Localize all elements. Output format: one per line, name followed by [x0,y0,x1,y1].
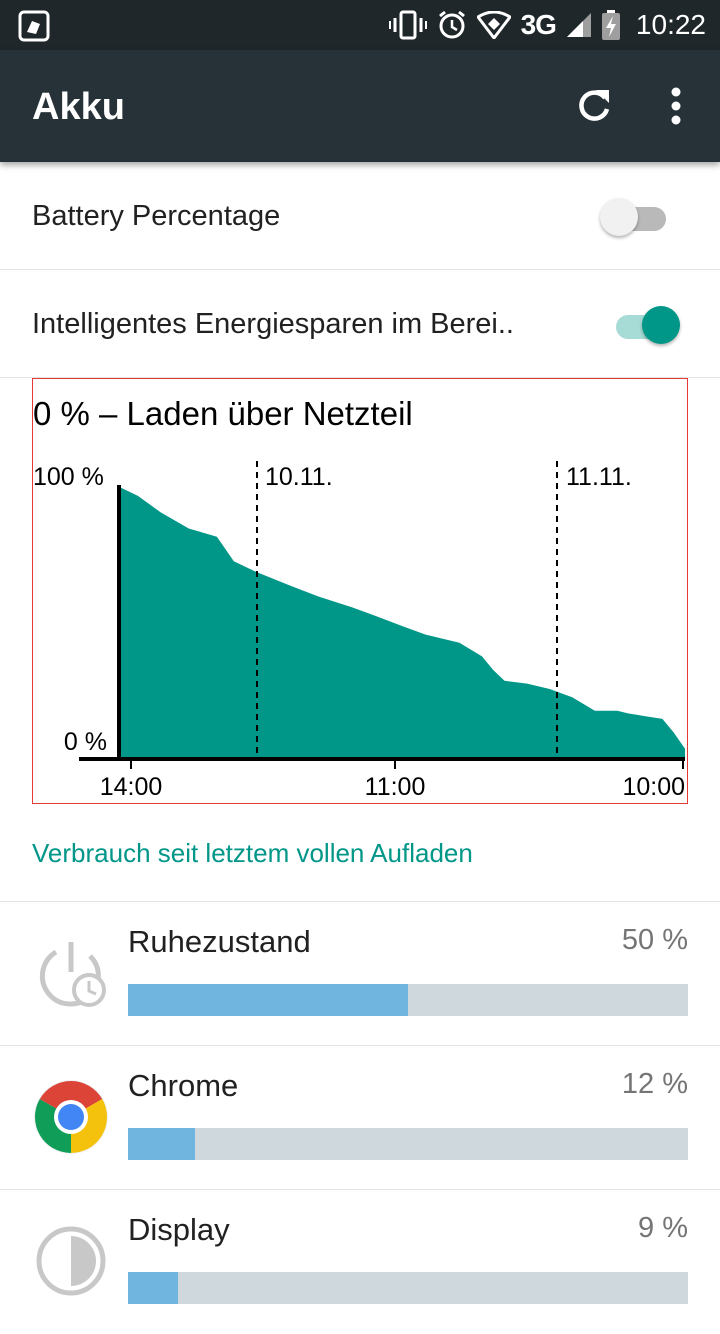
app-bar: Akku [0,50,720,162]
x-tick-label-11-00: 11:00 [365,773,426,801]
usage-bar-fill [128,1128,196,1160]
app-row-ruhezustand[interactable]: Ruhezustand 50 % [0,902,720,1046]
app-row-display[interactable]: Display 9 % [0,1190,720,1334]
usage-since-full-charge-label: Verbrauch seit letztem vollen Aufladen [32,838,473,868]
page-title: Akku [32,86,125,128]
alarm-icon [438,10,465,39]
y-tick-label-top: 100 % [33,463,104,491]
switch-thumb [642,306,680,344]
usage-bar-fill [128,1272,179,1304]
y-tick-label-bottom: 0 % [64,728,107,756]
usage-bar [128,1272,688,1304]
date-marker-label-10-11: 10.11. [265,463,333,491]
app-name: Ruhezustand [128,924,311,959]
x-tick-label-14-00: 14:00 [100,773,163,801]
app-name: Chrome [128,1068,239,1103]
display-brightness-icon [36,1226,106,1296]
date-marker-label-11-11: 11.11. [566,463,632,491]
battery-percentage-switch[interactable] [600,196,670,236]
chrome-icon [34,1080,108,1154]
notification-app-icon [18,10,50,42]
app-percent: 50 % [621,924,688,956]
wifi-icon [476,11,511,39]
app-percent: 9 % [638,1212,688,1244]
vibrate-icon [388,10,427,40]
more-vert-icon[interactable] [656,84,696,128]
status-bar: 3G 10:22 [0,0,720,50]
battery-chart-svg: 100 % 0 % 10.11. 11.11. 14:00 11:00 10:0… [33,461,685,801]
x-tick-label-10-00: 10:00 [622,773,685,801]
pref-smart-power-saving[interactable]: Intelligentes Energiesparen im Berei.. [0,270,720,378]
app-percent: 12 % [621,1068,688,1100]
pref-battery-percentage[interactable]: Battery Percentage [0,162,720,270]
pref-label: Battery Percentage [32,200,281,232]
usage-bar-fill [128,984,408,1016]
app-row-chrome[interactable]: Chrome 12 % [0,1046,720,1190]
status-icons: 3G 10:22 [388,0,706,50]
smart-power-saving-switch[interactable] [612,304,682,344]
standby-clock-icon [39,942,106,1007]
switch-thumb [600,198,638,236]
battery-charging-icon [601,10,620,40]
usage-bar [128,1128,688,1160]
signal-icon [566,13,591,37]
refresh-icon[interactable] [572,84,616,128]
usage-bar [128,984,688,1016]
pref-label: Intelligentes Energiesparen im Berei.. [32,308,514,340]
battery-history-chart[interactable]: 0 % – Laden über Netzteil 100 % 0 % 10.1… [32,378,688,804]
divider [0,1045,720,1046]
divider [0,901,720,902]
network-type: 3G [520,9,557,40]
battery-area [121,487,685,757]
clock: 10:22 [635,9,706,40]
app-name: Display [128,1212,230,1247]
chart-title: 0 % – Laden über Netzteil [33,395,413,432]
divider [0,1189,720,1190]
